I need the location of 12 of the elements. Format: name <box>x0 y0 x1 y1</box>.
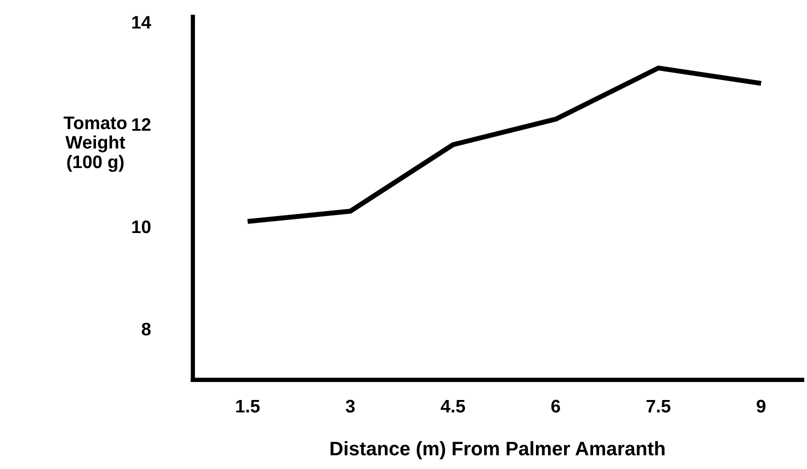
x-tick-label: 3 <box>346 400 355 413</box>
y-axis-title: Tomato Weight (100 g) <box>64 116 127 172</box>
x-tick-label: 7.5 <box>646 400 670 413</box>
y-tick-label: 14 <box>132 16 152 29</box>
x-tick-label: 6 <box>551 400 560 413</box>
x-axis-title: Distance (m) From Palmer Amaranth <box>330 441 665 460</box>
x-tick-label: 9 <box>756 400 766 413</box>
y-tick-label: 10 <box>132 220 150 234</box>
x-tick-label: 4.5 <box>440 400 466 413</box>
x-tick-label: 1.5 <box>236 400 260 413</box>
y-tick-label: 8 <box>142 322 151 336</box>
y-tick-label: 12 <box>132 118 150 131</box>
